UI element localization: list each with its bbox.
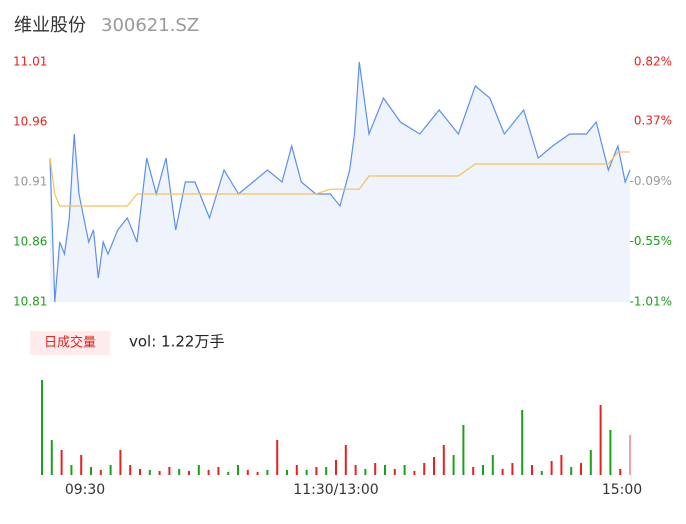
stock-name: 维业股份	[14, 15, 86, 36]
volume-bar	[491, 455, 494, 475]
x-tick-label: 09:30	[65, 482, 105, 498]
y-tick-label: 11.01	[13, 55, 47, 69]
y-tick-label: 10.96	[13, 115, 47, 129]
volume-bar	[423, 463, 426, 475]
volume-bar	[119, 450, 122, 475]
y2-tick-label: -0.09%	[630, 174, 672, 188]
volume-badge	[30, 331, 110, 355]
volume-bar	[99, 470, 102, 475]
price-area	[50, 62, 630, 302]
volume-bar	[80, 455, 83, 475]
volume-bar	[276, 440, 279, 475]
volume-bar	[384, 465, 386, 475]
volume-bar	[589, 450, 592, 475]
x-tick-label: 15:00	[602, 482, 642, 498]
volume-bar	[305, 470, 308, 475]
volume-bar	[178, 469, 181, 475]
volume-bar	[482, 465, 484, 475]
volume-bar	[364, 469, 367, 475]
volume-bar	[403, 465, 406, 475]
y2-tick-label: -0.55%	[630, 234, 672, 248]
volume-bar	[227, 472, 230, 475]
volume-bar	[540, 471, 543, 475]
y2-tick-label: 0.37%	[634, 114, 672, 128]
volume-bar	[325, 467, 328, 475]
y2-tick-label: 0.82%	[634, 55, 672, 69]
y-tick-label: 10.81	[13, 295, 47, 309]
volume-bar	[256, 472, 259, 475]
volume-bar	[413, 471, 416, 475]
volume-bar	[266, 470, 269, 475]
volume-bar	[501, 469, 504, 475]
volume-bar	[148, 470, 151, 475]
volume-bar	[472, 467, 475, 475]
volume-bar	[188, 471, 190, 475]
volume-bar	[109, 465, 112, 475]
volume-bar	[197, 465, 200, 475]
volume-bar	[580, 463, 582, 475]
volume-bar	[168, 467, 171, 475]
x-tick-label: 11:30/13:00	[293, 482, 378, 498]
volume-bar	[246, 470, 249, 475]
y2-tick-label: -1.01%	[630, 295, 672, 309]
average-line	[49, 151, 630, 207]
volume-bar	[570, 467, 573, 475]
volume-annotation: vol: 1.22万手	[129, 333, 224, 351]
volume-bar	[207, 470, 210, 475]
price-line	[49, 61, 631, 303]
volume-bar	[335, 460, 337, 475]
volume-bar	[531, 465, 533, 475]
volume-bar	[433, 457, 435, 475]
volume-bar	[393, 469, 396, 475]
volume-bar	[619, 469, 622, 475]
volume-bar	[511, 463, 514, 475]
volume-title: 日成交量	[44, 335, 96, 351]
stock-code: 300621.SZ	[101, 15, 199, 36]
volume-bar	[521, 410, 524, 475]
volume-bar	[295, 465, 298, 475]
y-tick-label: 10.86	[13, 235, 47, 249]
volume-bar	[354, 465, 357, 475]
y-tick-label: 10.91	[13, 175, 47, 189]
volume-bar	[442, 445, 445, 475]
volume-bar	[60, 450, 63, 475]
volume-bar	[560, 455, 563, 475]
volume-bar	[344, 445, 347, 475]
volume-bar	[139, 469, 141, 475]
volume-bar	[629, 435, 631, 475]
volume-bar	[158, 471, 161, 475]
volume-bar	[452, 455, 455, 475]
volume-bar	[315, 467, 318, 475]
volume-bar	[50, 440, 53, 475]
volume-bar	[90, 467, 92, 475]
volume-bar	[462, 425, 465, 475]
volume-bar	[129, 465, 132, 475]
volume-bar	[374, 463, 377, 475]
volume-bar	[41, 380, 43, 475]
volume-bar	[609, 430, 612, 475]
volume-bar	[599, 405, 602, 475]
volume-bar	[217, 467, 220, 475]
volume-bar	[237, 465, 239, 475]
volume-bar	[70, 465, 73, 475]
volume-bar	[286, 470, 288, 475]
volume-bar	[550, 461, 553, 475]
